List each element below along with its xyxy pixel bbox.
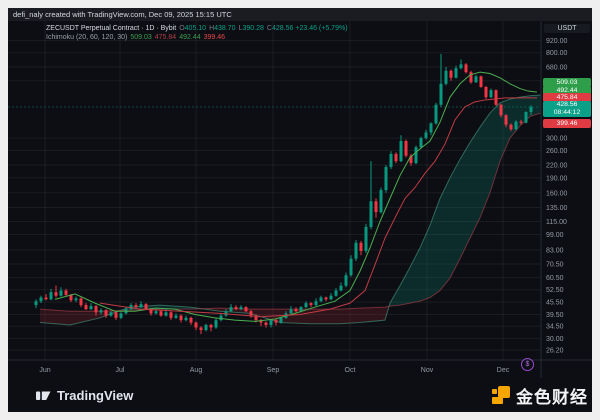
current-price-value: 428.56 xyxy=(556,101,578,108)
watermark-jinse: 金色财经 xyxy=(492,383,588,408)
svg-text:800.00: 800.00 xyxy=(546,50,568,57)
change-value: +23.46 (+5.79%) xyxy=(295,25,348,32)
base-line xyxy=(99,97,537,318)
svg-text:680.00: 680.00 xyxy=(546,64,568,71)
watermark-text: 金色财经 xyxy=(516,387,588,407)
svg-text:160.00: 160.00 xyxy=(546,190,568,197)
svg-text:99.00: 99.00 xyxy=(546,232,564,239)
svg-text:115.00: 115.00 xyxy=(546,219,567,226)
svg-text:83.00: 83.00 xyxy=(546,247,564,254)
dollar-icon: $ xyxy=(525,361,530,368)
svg-text:260.00: 260.00 xyxy=(546,148,568,155)
svg-text:52.50: 52.50 xyxy=(546,287,564,294)
price-badge: 492.44 xyxy=(543,85,591,95)
indicator-title[interactable]: Ichimoku (20, 60, 120, 30) xyxy=(46,34,128,41)
current-price-badge: 428.56 08:44:12 xyxy=(543,101,591,117)
svg-text:Sep: Sep xyxy=(267,367,280,374)
svg-text:70.50: 70.50 xyxy=(546,262,564,269)
svg-text:300.00: 300.00 xyxy=(546,136,568,143)
candlestick-layer xyxy=(34,53,533,335)
bar-countdown: 08:44:12 xyxy=(553,109,581,116)
ichimoku-lines xyxy=(54,71,538,322)
price-badge: 399.46 xyxy=(543,118,591,128)
attribution-bar: defi_naly created with TradingView.com, … xyxy=(8,8,592,21)
grid-layer xyxy=(8,21,541,360)
indicator-values: 509.03 475.84 492.44 399.46 xyxy=(130,34,226,41)
svg-text:Aug: Aug xyxy=(190,367,203,374)
svg-text:39.50: 39.50 xyxy=(546,312,564,319)
chart-plot-area[interactable]: Jun Jul Aug Sep Oct Nov Dec 920.00 800.00 680.00 5… xyxy=(8,21,592,378)
ohlc-values: O405.10 H438.70 L390.28 C428.56 xyxy=(179,25,294,32)
svg-text:60.50: 60.50 xyxy=(546,275,564,282)
ichimoku-cloud xyxy=(39,94,542,326)
attribution-text: defi_naly created with TradingView.com, … xyxy=(13,10,232,19)
tradingview-logo[interactable]: TradingView xyxy=(36,388,133,403)
symbol-title[interactable]: ZECUSDT Perpetual Contract · 1D · Bybit xyxy=(46,25,177,32)
svg-text:34.50: 34.50 xyxy=(546,324,564,331)
svg-text:190.00: 190.00 xyxy=(546,175,568,182)
price-badge: 475.84 xyxy=(543,92,591,102)
svg-text:30.00: 30.00 xyxy=(546,336,564,343)
price-badge: 509.03 xyxy=(543,77,591,87)
svg-text:Nov: Nov xyxy=(421,367,434,374)
price-axis-unit: USDT xyxy=(544,24,590,33)
svg-text:Jun: Jun xyxy=(39,367,50,374)
time-axis[interactable]: Jun Jul Aug Sep Oct Nov Dec xyxy=(39,367,509,374)
lead1-line xyxy=(39,94,542,326)
tradingview-logo-icon xyxy=(36,391,51,400)
event-icon[interactable]: $ xyxy=(521,358,534,371)
chart-panel: defi_naly created with TradingView.com, … xyxy=(8,8,592,412)
svg-text:45.50: 45.50 xyxy=(546,300,564,307)
svg-text:920.00: 920.00 xyxy=(546,38,568,45)
svg-text:135.00: 135.00 xyxy=(546,205,568,212)
jinse-logo-icon xyxy=(492,386,510,404)
svg-text:26.20: 26.20 xyxy=(546,348,564,355)
svg-text:Oct: Oct xyxy=(345,367,356,374)
conversion-line xyxy=(54,71,538,322)
svg-text:Dec: Dec xyxy=(497,367,510,374)
svg-text:Jul: Jul xyxy=(116,367,125,374)
legend: ZECUSDT Perpetual Contract · 1D · Bybit O… xyxy=(46,24,348,42)
tradingview-brand-text: TradingView xyxy=(57,387,134,403)
svg-text:220.00: 220.00 xyxy=(546,163,568,170)
footer: TradingView 金色财经 xyxy=(8,378,592,412)
lead2-line xyxy=(39,112,542,312)
